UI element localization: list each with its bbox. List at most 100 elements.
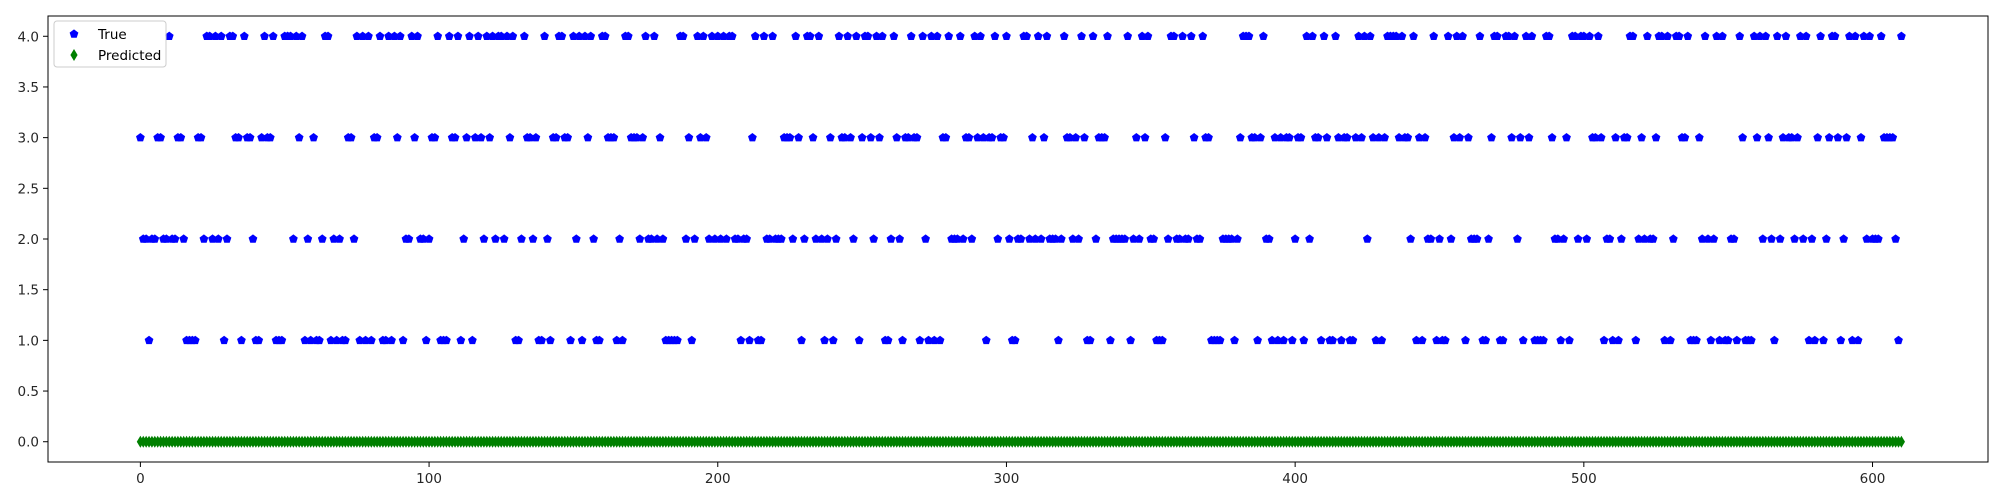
true-point <box>1328 335 1338 345</box>
true-point <box>577 335 587 345</box>
true-point <box>1513 234 1522 243</box>
true-point <box>479 234 489 243</box>
true-point <box>1406 234 1415 243</box>
true-point <box>1862 234 1872 243</box>
true-point <box>1417 335 1427 345</box>
true-point <box>228 31 238 40</box>
true-point <box>1016 234 1026 243</box>
true-point <box>707 31 717 40</box>
true-point <box>239 31 249 40</box>
true-point <box>1028 133 1037 142</box>
true-point <box>1432 335 1441 345</box>
true-point <box>1856 133 1866 142</box>
true-point <box>811 234 821 243</box>
true-point <box>1296 133 1306 142</box>
true-point <box>1233 234 1242 243</box>
true-point <box>1230 335 1239 345</box>
true-point <box>1299 335 1309 345</box>
true-point <box>1683 31 1693 40</box>
true-point <box>788 234 798 243</box>
true-point <box>1420 133 1430 142</box>
true-point <box>1527 31 1537 40</box>
true-point <box>1394 133 1404 142</box>
true-point <box>1305 234 1314 243</box>
legend-label-true: True <box>97 27 127 43</box>
x-tick-label: 400 <box>1282 471 1308 487</box>
true-point <box>993 234 1003 243</box>
legend-predicted-glyph <box>70 49 78 61</box>
true-point <box>1876 31 1886 40</box>
true-point <box>1472 234 1482 243</box>
y-tick-label: 0.5 <box>18 384 39 400</box>
true-point <box>791 31 801 40</box>
true-point <box>531 133 541 142</box>
true-point <box>1126 335 1135 345</box>
true-point <box>1524 133 1534 142</box>
true-point <box>1553 234 1563 243</box>
true-point <box>1056 234 1066 243</box>
true-point <box>970 31 980 40</box>
true-point <box>430 133 440 142</box>
true-point <box>1700 31 1710 40</box>
true-point <box>1435 234 1444 243</box>
true-point <box>846 133 855 142</box>
true-point <box>176 133 186 142</box>
true-point <box>468 335 477 345</box>
true-point <box>1461 335 1470 345</box>
true-point <box>1556 335 1566 345</box>
true-point <box>352 31 362 40</box>
true-point <box>1137 31 1147 40</box>
true-point <box>222 234 232 243</box>
true-point <box>1077 31 1086 40</box>
true-point <box>161 234 171 243</box>
true-point <box>254 335 264 345</box>
true-point <box>831 234 841 243</box>
legend: True Predicted <box>53 20 167 68</box>
true-point <box>1030 234 1040 243</box>
true-point <box>1334 133 1343 142</box>
true-point <box>1801 31 1811 40</box>
true-point <box>1313 133 1323 142</box>
true-point <box>465 31 474 40</box>
true-point <box>1628 31 1638 40</box>
true-point <box>1507 133 1517 142</box>
true-point <box>410 133 420 142</box>
x-tick-label: 100 <box>416 471 442 487</box>
true-point <box>1183 234 1193 243</box>
true-point <box>395 31 405 40</box>
true-point <box>1484 234 1493 243</box>
true-point <box>655 133 665 142</box>
true-point <box>525 133 535 142</box>
true-point <box>1492 31 1502 40</box>
true-point <box>638 133 648 142</box>
true-point <box>517 234 526 243</box>
true-point <box>898 335 907 345</box>
y-tick-label: 1.5 <box>18 283 39 299</box>
true-point <box>1539 335 1548 345</box>
true-point <box>1547 133 1557 142</box>
true-point <box>921 234 930 243</box>
true-point <box>1562 133 1571 142</box>
true-point <box>190 335 200 345</box>
true-point <box>799 234 809 243</box>
true-point <box>1795 31 1805 40</box>
true-point <box>1810 335 1820 345</box>
true-point <box>1256 133 1265 142</box>
true-point <box>1414 133 1424 142</box>
true-point <box>421 335 431 345</box>
true-point <box>704 234 714 243</box>
true-point <box>828 335 838 345</box>
true-point <box>927 31 936 40</box>
true-point <box>701 133 711 142</box>
true-point <box>756 335 766 345</box>
true-point <box>958 234 968 243</box>
true-point <box>1591 133 1600 142</box>
true-point <box>866 133 876 142</box>
true-point <box>915 335 925 345</box>
true-point <box>289 234 298 243</box>
legend-marker-true <box>69 29 79 38</box>
true-point <box>1518 335 1528 345</box>
true-point <box>687 335 697 345</box>
true-point <box>1694 133 1704 142</box>
